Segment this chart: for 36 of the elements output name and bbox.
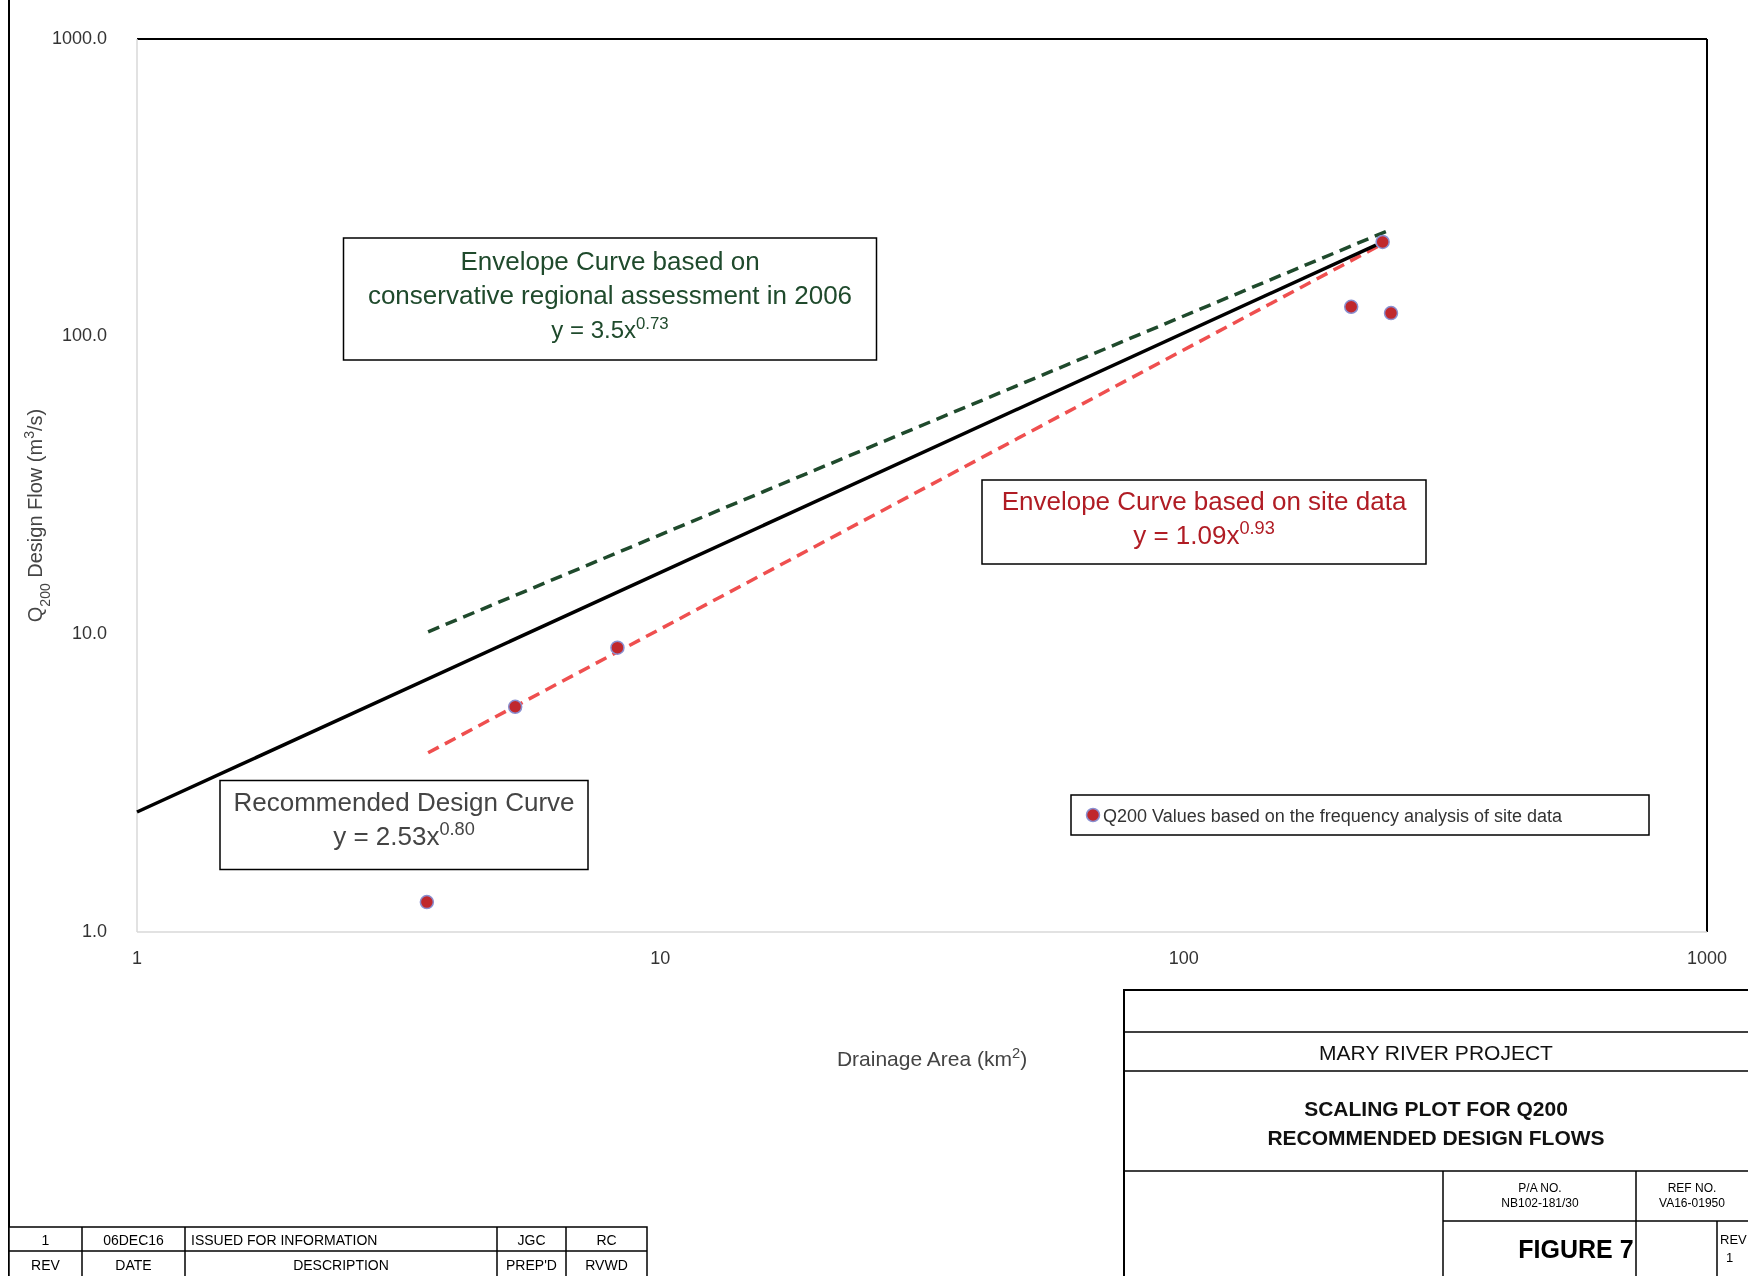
- annotation: y = 1.09x$^{0.93}$: [1133, 518, 1275, 550]
- x-tick-label: 100: [1168, 948, 1199, 968]
- text: SCALING PLOT FOR Q200 RECOMMENDED DESIGN FLOWS: [1267, 1097, 1605, 1149]
- legend-label: Q200 Values based on the frequency analysis of site data: [1103, 806, 1563, 826]
- y-tick-label: 1.0: [81, 920, 107, 941]
- text: REF NO.: [1667, 1181, 1717, 1195]
- annotation: conservative regional assessment in 2006: [367, 280, 853, 310]
- text: RC: [596, 1232, 617, 1248]
- text: JGC: [517, 1232, 546, 1248]
- text: P/A NO.: [1518, 1181, 1562, 1195]
- annotation: Envelope Curve based on: [460, 246, 760, 276]
- text: PREP'D: [506, 1257, 557, 1273]
- text: RVWD: [585, 1257, 628, 1273]
- y-tick-label: 100.0: [61, 325, 107, 346]
- text: MARY RIVER PROJECT: [1319, 1041, 1554, 1064]
- x-axis-title: Drainage Area (km$^{2}$): [836, 1045, 1028, 1070]
- annotation: Recommended Design Curve: [233, 786, 575, 817]
- text: ISSUED FOR INFORMATION: [191, 1232, 378, 1248]
- y-tick-label: 1000.0: [51, 27, 107, 48]
- annotation: y = 3.5x$^{0.73}$: [551, 313, 669, 343]
- text: DESCRIPTION: [293, 1257, 389, 1273]
- text: DATE: [115, 1257, 152, 1273]
- text: REV: [31, 1257, 61, 1273]
- text: VA16-01950: [1659, 1196, 1726, 1210]
- text: NB102-181/30: [1501, 1196, 1580, 1210]
- x-tick-label: 1000: [1686, 948, 1728, 968]
- y-tick-label: 10.0: [71, 623, 107, 644]
- text: REV: [1720, 1232, 1748, 1247]
- text: 1: [1726, 1250, 1734, 1265]
- text: 06DEC16: [103, 1232, 165, 1248]
- annotation: Envelope Curve based on site data: [1001, 486, 1407, 516]
- annotation: y = 2.53x$^{0.80}$: [333, 818, 475, 851]
- x-tick-label: 1: [131, 948, 143, 968]
- caption: FIGURE 7: [1518, 1235, 1634, 1263]
- text: 1: [41, 1232, 50, 1248]
- x-tick-label: 10: [650, 948, 671, 968]
